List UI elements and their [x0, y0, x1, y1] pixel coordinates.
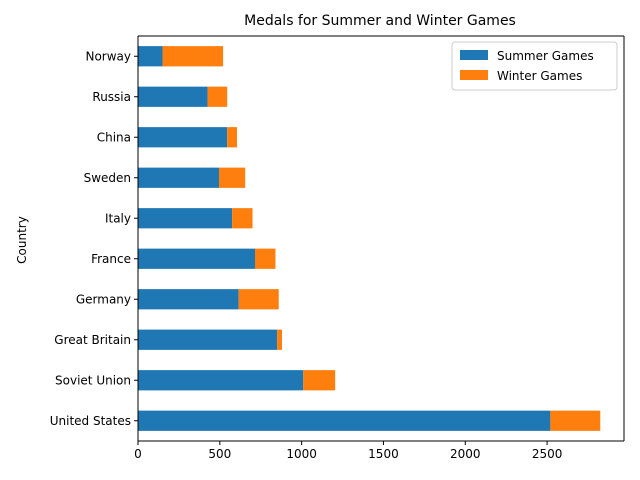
y-tick-label: Sweden [84, 171, 131, 185]
bar-winter [227, 127, 237, 148]
bar-winter [303, 370, 336, 391]
y-axis-title: Country [15, 216, 29, 264]
bar-summer [138, 127, 228, 148]
bar-summer [138, 46, 163, 67]
bar-winter [238, 289, 279, 310]
chart-title: Medals for Summer and Winter Games [244, 13, 516, 29]
legend-swatch [460, 50, 488, 60]
bar-summer [138, 86, 208, 107]
legend: Summer Games Winter Games [451, 41, 618, 91]
bar-summer [138, 248, 255, 269]
legend-label: Winter Games [497, 69, 582, 83]
bar-summer [138, 289, 239, 310]
x-tick-label: 2000 [450, 447, 481, 461]
y-tick-label: Norway [85, 49, 131, 63]
y-tick-label: Soviet Union [55, 373, 131, 387]
x-tick-label: 2500 [532, 447, 563, 461]
bar-winter [255, 248, 276, 269]
y-tick-label: United States [50, 414, 131, 428]
x-tick-label: 500 [208, 447, 231, 461]
bar-summer [138, 208, 233, 229]
bar-winter [277, 329, 282, 350]
bar-winter [550, 410, 601, 431]
x-tick-label: 0 [134, 447, 142, 461]
legend-label: Summer Games [497, 49, 594, 63]
bar-summer [138, 370, 304, 391]
y-tick-label: France [91, 252, 131, 266]
y-tick-label: Russia [92, 90, 131, 104]
y-tick-label: Great Britain [54, 333, 131, 347]
bars-group [138, 46, 601, 431]
legend-swatch [460, 70, 488, 80]
bar-summer [138, 410, 551, 431]
bar-winter [207, 86, 228, 107]
bar-winter [162, 46, 224, 67]
x-tick-label: 1500 [368, 447, 399, 461]
x-tick-label: 1000 [286, 447, 317, 461]
y-tick-label: Italy [105, 211, 131, 225]
y-tick-label: China [97, 130, 131, 144]
bar-summer [138, 167, 219, 188]
legend-box [451, 41, 618, 91]
y-tick-label: Germany [76, 292, 131, 306]
bar-summer [138, 329, 278, 350]
axes-group: 0 500 1000 1500 2000 2500 United States Soviet … [50, 35, 625, 461]
bar-winter [219, 167, 246, 188]
bar-winter [232, 208, 253, 229]
